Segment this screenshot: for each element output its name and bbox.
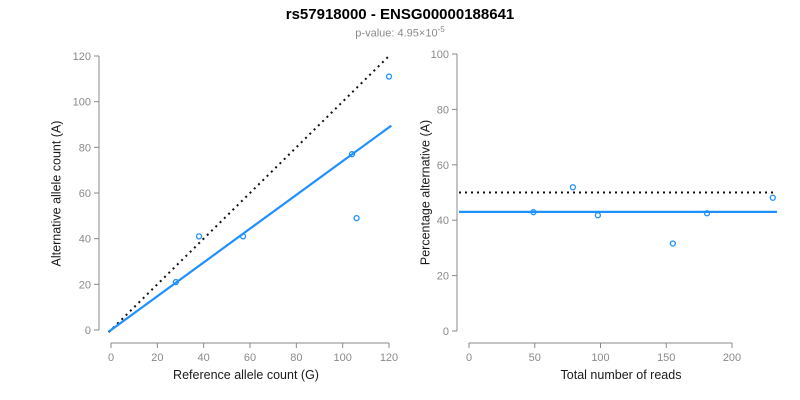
data-point [669,240,676,247]
figure-title: rs57918000 - ENSG00000188641 [285,6,515,23]
data-point [385,73,393,80]
data-point [703,210,711,217]
y-tick-label: 100 [431,49,449,61]
right-xaxis-title: Total number of reads [560,368,682,382]
x-tick-label: 200 [723,352,741,364]
fit-line [108,124,392,333]
y-tick-label: 40 [79,234,91,246]
data-point [769,194,776,201]
y-tick-label: 80 [79,142,91,154]
y-tick-label: 20 [79,279,91,291]
data-point [569,184,577,191]
right-yaxis-title: Percentage alternative (A) [418,119,433,266]
y-tick-label: 40 [437,215,449,227]
x-tick-label: 100 [591,352,609,364]
data-point [530,209,537,216]
data-point [353,214,360,222]
x-tick-label: 100 [333,352,351,364]
x-tick-label: 80 [290,352,302,364]
y-tick-label: 20 [437,271,449,283]
figure-subtitle: p-value: 4.95×10-5 [0,25,800,40]
x-tick-label: 20 [151,352,163,364]
x-tick-label: 0 [466,352,472,364]
reference-dotted-line [107,55,390,333]
pvalue-text: p-value: 4.95×10 [355,27,438,40]
x-tick-label: 50 [529,352,541,364]
scatter-panel-left: 0 20 40 60 80 100 120 0 20 40 60 80 100 120 [73,51,399,364]
data-point [172,278,180,286]
data-point [195,233,203,240]
x-tick-label: 150 [657,352,675,364]
y-tick-label: 0 [443,326,449,338]
y-tick-label: 80 [437,104,449,116]
x-tick-label: 40 [198,352,210,364]
left-xaxis-title: Reference allele count (G) [173,368,319,382]
y-tick-label: 100 [73,97,91,109]
y-tick-label: 60 [79,188,91,200]
x-tick-label: 120 [380,352,398,364]
data-point [594,212,602,219]
data-point [239,233,247,240]
x-tick-label: 0 [108,352,114,364]
y-tick-label: 120 [73,51,91,63]
y-tick-label: 60 [437,160,449,172]
pvalue-exponent: -5 [437,25,445,34]
left-yaxis-title: Alternative allele count (A) [49,120,64,267]
scatter-panel-right: 0 20 40 60 80 100 0 50 100 150 200 [431,49,777,364]
x-tick-label: 60 [244,352,256,364]
y-tick-label: 0 [85,325,91,337]
data-point [348,151,356,158]
